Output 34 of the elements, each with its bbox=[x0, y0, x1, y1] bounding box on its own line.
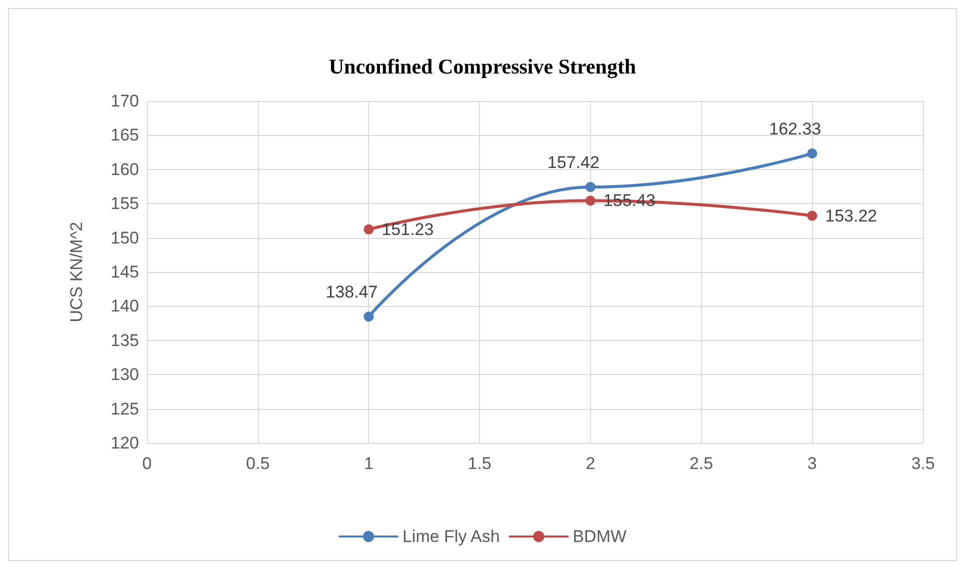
x-tick-label: 3.5 bbox=[911, 454, 935, 473]
y-tick-label: 165 bbox=[110, 126, 139, 145]
y-tick-label: 155 bbox=[110, 194, 139, 214]
x-tick-label: 1 bbox=[364, 454, 374, 473]
point bbox=[807, 148, 818, 158]
point bbox=[364, 312, 374, 322]
y-tick-label: 170 bbox=[110, 92, 139, 110]
x-tick-label: 2 bbox=[586, 454, 596, 473]
x-tick-label: 0 bbox=[142, 454, 152, 473]
point bbox=[807, 210, 818, 221]
legend-label: BDMW bbox=[572, 527, 627, 546]
x-tick-label: 3 bbox=[807, 454, 817, 473]
y-tick-label: 125 bbox=[110, 399, 139, 418]
y-tick-label: 130 bbox=[110, 365, 139, 384]
data-label: 151.23 bbox=[382, 220, 434, 239]
point bbox=[585, 182, 596, 192]
x-tick-label: 0.5 bbox=[246, 454, 270, 473]
data-label: 153.22 bbox=[825, 206, 878, 226]
data-label: 157.42 bbox=[547, 153, 600, 172]
y-tick-label: 135 bbox=[110, 330, 139, 350]
y-tick-label: 150 bbox=[110, 228, 139, 248]
data-label: 138.47 bbox=[326, 282, 378, 302]
legend-label: Lime Fly Ash bbox=[402, 527, 500, 546]
x-tick-label: 2.5 bbox=[689, 454, 714, 473]
chart-title: Unconfined Compressive Strength bbox=[328, 54, 636, 78]
y-tick-label: 120 bbox=[110, 434, 139, 452]
y-axis-title: UCS KN/M^2 bbox=[67, 222, 86, 322]
data-label: 162.33 bbox=[769, 119, 822, 138]
y-tick-label: 140 bbox=[110, 296, 139, 316]
x-tick-label: 1.5 bbox=[468, 454, 492, 473]
point bbox=[585, 196, 596, 206]
y-tick-label: 145 bbox=[110, 262, 139, 282]
y-tick-label: 160 bbox=[110, 160, 139, 179]
point bbox=[364, 224, 374, 234]
